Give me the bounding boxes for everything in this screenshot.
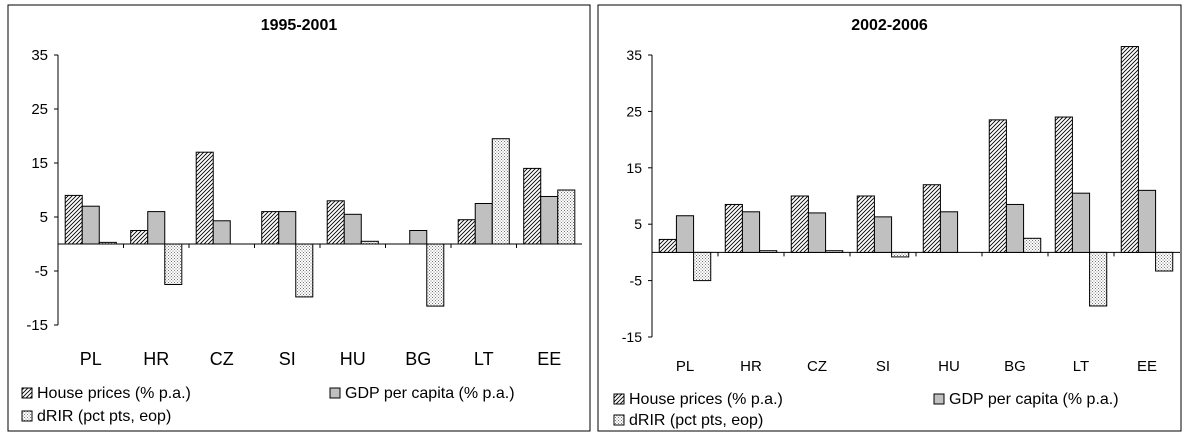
bar-gray-pl bbox=[81, 205, 100, 245]
bar-hatch-hr bbox=[130, 230, 149, 245]
bar-gray-ee bbox=[540, 195, 559, 245]
bar-hatch-ee bbox=[523, 167, 542, 245]
bar-dots-hu bbox=[360, 240, 379, 245]
chart-title: 2002-2006 bbox=[851, 17, 928, 34]
x-category-label: CZ bbox=[210, 349, 234, 369]
x-category-label: SI bbox=[876, 358, 890, 375]
chart-title: 1995-2001 bbox=[261, 17, 338, 34]
legend-label: GDP per capita (% p.a.) bbox=[949, 391, 1119, 408]
bar-dots-ee bbox=[1155, 251, 1174, 272]
legend-swatch-gray bbox=[329, 387, 341, 399]
bar-gray-ee bbox=[1137, 189, 1157, 253]
bar-dots-ee bbox=[557, 189, 576, 245]
x-category-label: EE bbox=[1137, 358, 1157, 375]
bar-dots-cz bbox=[825, 250, 844, 253]
bar-hatch-bg bbox=[988, 119, 1007, 253]
bar-gray-pl bbox=[675, 215, 695, 253]
bar-dots-si bbox=[891, 251, 910, 258]
bar-dots-bg bbox=[426, 243, 445, 307]
legend-label: House prices (% p.a.) bbox=[37, 385, 191, 402]
bar-hatch-cz bbox=[790, 195, 809, 253]
bar-gray-hu bbox=[939, 211, 959, 253]
x-category-label: BG bbox=[405, 349, 431, 369]
bar-gray-cz bbox=[212, 220, 231, 245]
legend-label: House prices (% p.a.) bbox=[629, 391, 783, 408]
chart-panel-2: 2002-2006 35 25 15 5 -5 -15 PL HR CZ SI HU BG LT EE Hou… bbox=[597, 4, 1182, 432]
bar-hatch-hu bbox=[922, 184, 941, 253]
bar-gray-lt bbox=[474, 203, 493, 245]
bar-gray-bg bbox=[1005, 203, 1025, 253]
legend: House prices (% p.a.) GDP per capita (% p… bbox=[613, 391, 1119, 429]
bar-dots-pl bbox=[693, 251, 712, 282]
bar-dots-hr bbox=[759, 250, 778, 253]
y-tick-label: 35 bbox=[626, 47, 642, 63]
legend: House prices (% p.a.) GDP per capita (% p… bbox=[21, 385, 515, 425]
x-category-label: HU bbox=[938, 358, 960, 375]
x-category-label: LT bbox=[474, 349, 494, 369]
y-tick-label: 35 bbox=[31, 47, 48, 64]
x-category-label: HU bbox=[340, 349, 366, 369]
legend-swatch-hatch bbox=[21, 387, 33, 399]
y-tick-label: -15 bbox=[622, 329, 642, 345]
bar-dots-lt bbox=[1089, 251, 1108, 307]
bar-hatch-ee bbox=[1120, 46, 1139, 253]
legend-label: dRIR (pct pts, eop) bbox=[37, 408, 171, 425]
x-category-label: CZ bbox=[807, 358, 827, 375]
bar-hatch-cz bbox=[195, 151, 214, 245]
bar-dots-lt bbox=[491, 138, 510, 245]
bar-gray-bg bbox=[409, 230, 428, 245]
x-category-label: HR bbox=[143, 349, 169, 369]
x-category-label: PL bbox=[676, 358, 694, 375]
chart-frame bbox=[597, 4, 1182, 432]
y-tick-label: 5 bbox=[634, 216, 642, 232]
x-category-label: EE bbox=[537, 349, 561, 369]
bar-gray-hr bbox=[741, 211, 761, 253]
bar-hatch-pl bbox=[658, 238, 677, 253]
bar-hatch-hu bbox=[326, 200, 345, 245]
legend-swatch-dots bbox=[21, 410, 33, 422]
chart-panel-1: 1995-2001 35 25 15 5 -5 -15 PL HR CZ SI HU BG LT EE Hou… bbox=[7, 4, 591, 432]
bar-dots-si bbox=[295, 243, 314, 298]
bar-hatch-si bbox=[261, 211, 280, 245]
bar-hatch-pl bbox=[64, 194, 83, 245]
x-category-label: SI bbox=[279, 349, 296, 369]
legend-swatch-dots bbox=[613, 414, 625, 426]
y-tick-label: 5 bbox=[40, 209, 48, 226]
bar-hatch-si bbox=[856, 195, 875, 253]
x-category-label: BG bbox=[1004, 358, 1026, 375]
legend-swatch-hatch bbox=[613, 393, 625, 405]
x-category-label: LT bbox=[1073, 358, 1089, 375]
y-tick-label: -5 bbox=[35, 263, 48, 280]
bar-dots-bg bbox=[1023, 237, 1042, 253]
bar-gray-si bbox=[278, 211, 297, 245]
x-category-label: PL bbox=[80, 349, 102, 369]
bar-hatch-lt bbox=[457, 219, 476, 245]
bar-dots-pl bbox=[98, 241, 117, 245]
legend-label: dRIR (pct pts, eop) bbox=[629, 412, 763, 429]
y-tick-label: 15 bbox=[626, 160, 642, 176]
x-category-label: HR bbox=[740, 358, 762, 375]
y-tick-label: 15 bbox=[31, 155, 48, 172]
bar-gray-lt bbox=[1071, 192, 1091, 253]
y-tick-label: 25 bbox=[626, 103, 642, 119]
y-tick-label: -15 bbox=[26, 317, 48, 334]
bar-gray-hu bbox=[343, 213, 362, 245]
bar-hatch-hr bbox=[724, 203, 743, 253]
bar-gray-cz bbox=[807, 212, 827, 253]
bar-hatch-lt bbox=[1054, 116, 1073, 253]
bar-gray-si bbox=[873, 216, 893, 253]
bar-gray-hr bbox=[147, 211, 166, 245]
chart-frame bbox=[7, 4, 591, 432]
y-tick-label: 25 bbox=[31, 101, 48, 118]
bar-dots-hr bbox=[164, 243, 183, 285]
legend-label: GDP per capita (% p.a.) bbox=[345, 385, 515, 402]
legend-swatch-gray bbox=[933, 393, 945, 405]
y-tick-label: -5 bbox=[630, 273, 643, 289]
